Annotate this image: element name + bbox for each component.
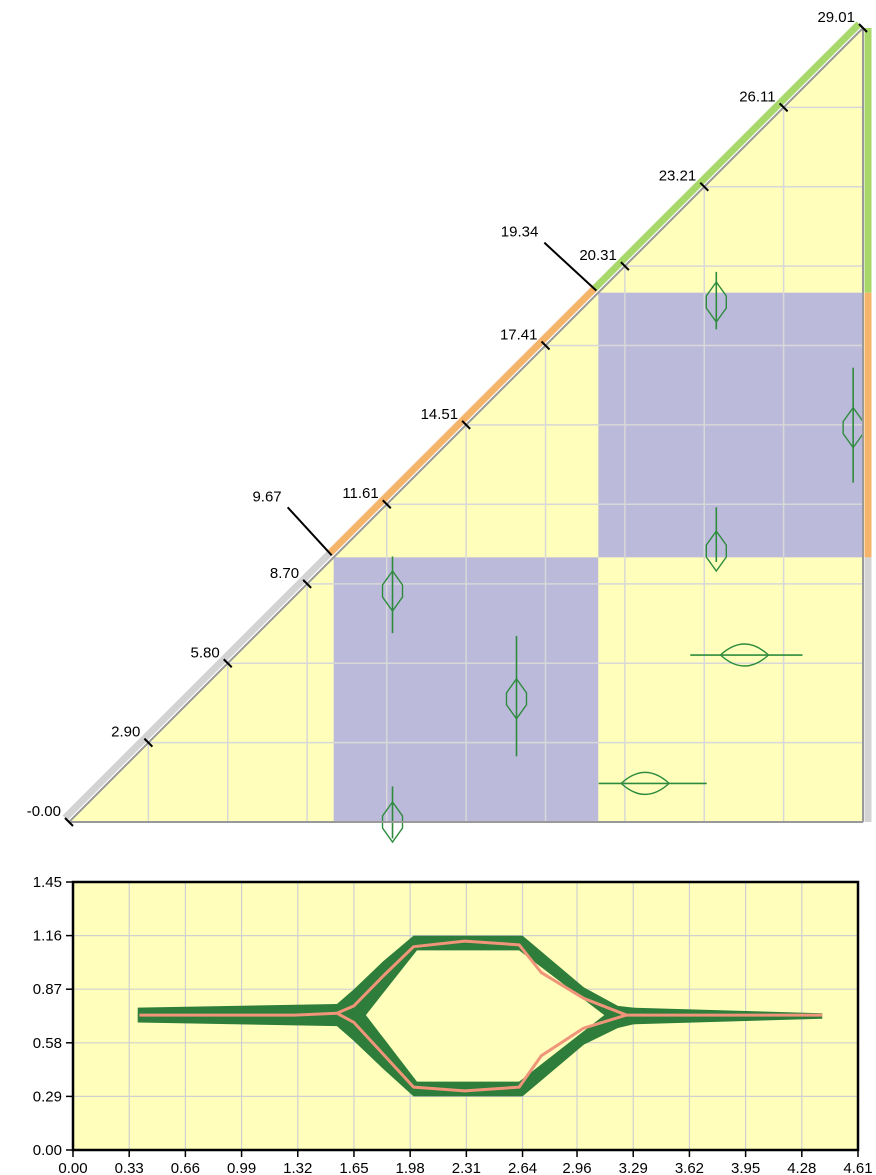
diagonal-tick-label: 23.21 bbox=[659, 168, 697, 185]
feature-loop bbox=[505, 677, 528, 721]
diagonal-tick-mark bbox=[382, 499, 392, 509]
boundary-leader bbox=[286, 506, 333, 557]
feature-loop bbox=[719, 643, 770, 667]
diagonal-tick-mark bbox=[858, 23, 868, 33]
diagonal-tick-mark bbox=[143, 737, 154, 748]
diagonal-tick-label: 11.61 bbox=[342, 485, 378, 502]
diagonal-tick-label: 8.70 bbox=[270, 565, 299, 582]
diagonal-tick-mark bbox=[540, 340, 551, 351]
y-tick-label: 0.00 bbox=[33, 1142, 62, 1159]
triangular-heatmap: -0.00 2.90 5.80 8.70 11.61 14.51 17.41 20.31 23.… bbox=[27, 9, 872, 844]
x-tick-label: 3.29 bbox=[619, 1160, 648, 1175]
diagonal-tick-mark bbox=[699, 182, 709, 192]
x-tick-label: 2.64 bbox=[508, 1160, 537, 1175]
diagonal-tick-label: 17.41 bbox=[500, 326, 538, 343]
heatmap-grid bbox=[147, 106, 863, 822]
x-tick-label: 0.33 bbox=[115, 1160, 144, 1175]
x-tick-label: 0.66 bbox=[171, 1160, 200, 1175]
x-tick-label: 1.65 bbox=[339, 1160, 368, 1175]
y-tick-label: 1.16 bbox=[33, 928, 62, 945]
diagonal-tick-mark bbox=[620, 261, 630, 271]
x-tick-label: 4.61 bbox=[843, 1160, 872, 1175]
boundary-label: 9.67 bbox=[252, 488, 281, 505]
profile-band-interior bbox=[365, 950, 605, 1082]
feature-loop bbox=[705, 529, 727, 573]
feature-loop bbox=[705, 280, 727, 324]
diagonal-tick-mark bbox=[461, 420, 471, 430]
boundary-label: 19.34 bbox=[501, 224, 539, 241]
profile-chart: 0.00 0.33 0.66 0.99 1.32 1.65 1.98 2.31 2.64 2.96… bbox=[33, 874, 873, 1175]
feature-loop bbox=[381, 569, 404, 613]
diagonal-tick-label: 20.31 bbox=[579, 247, 617, 264]
profile-band bbox=[137, 935, 823, 1097]
diagonal-tick-label: 26.11 bbox=[739, 88, 775, 105]
diagonal-tick-label: 29.01 bbox=[817, 9, 855, 26]
y-tick-label: 0.58 bbox=[33, 1035, 62, 1052]
diagonal-ticks: -0.00 2.90 5.80 8.70 11.61 14.51 17.41 20.31 23.… bbox=[27, 9, 868, 827]
profile-line bbox=[336, 1011, 627, 1093]
feature-loop bbox=[620, 771, 671, 796]
diagonal-tick-mark bbox=[302, 579, 312, 589]
x-tick-label: 0.99 bbox=[227, 1160, 256, 1175]
x-tick-label: 1.32 bbox=[283, 1160, 312, 1175]
x-tick-label: 3.95 bbox=[731, 1160, 760, 1175]
heatmap-features bbox=[381, 271, 864, 844]
heatmap-block bbox=[598, 557, 863, 822]
profile-lines bbox=[139, 939, 823, 1093]
x-axis-ticks: 0.00 0.33 0.66 0.99 1.32 1.65 1.98 2.31 2.64 2.96… bbox=[58, 1150, 873, 1175]
x-tick-label: 2.96 bbox=[562, 1160, 591, 1175]
plot-frame bbox=[71, 880, 860, 1152]
x-tick-label: 0.00 bbox=[58, 1160, 87, 1175]
diagonal-segment bbox=[591, 21, 862, 292]
y-axis-ticks: 0.00 0.29 0.58 0.87 1.16 1.45 bbox=[33, 874, 73, 1159]
y-tick-label: 1.45 bbox=[33, 874, 62, 891]
x-tick-label: 1.98 bbox=[396, 1160, 425, 1175]
diagonal-tick-mark bbox=[64, 817, 74, 827]
feature-loop bbox=[381, 800, 404, 844]
diagonal-tick-mark bbox=[223, 658, 233, 668]
boundary-leader bbox=[543, 241, 598, 292]
y-tick-label: 0.87 bbox=[33, 981, 62, 998]
diagonal-tick-label: 2.90 bbox=[111, 724, 140, 741]
x-tick-label: 2.31 bbox=[452, 1160, 481, 1175]
diagonal-segments bbox=[62, 21, 872, 823]
diagonal-tick-label: 5.80 bbox=[191, 644, 220, 661]
diagonal-tick-label: -0.00 bbox=[27, 803, 61, 820]
diagonal-segment bbox=[62, 550, 333, 821]
x-tick-label: 4.28 bbox=[787, 1160, 816, 1175]
triangle-frame bbox=[69, 28, 864, 823]
x-tick-label: 3.62 bbox=[675, 1160, 704, 1175]
y-tick-label: 0.29 bbox=[33, 1088, 62, 1105]
diagonal-tick-label: 14.51 bbox=[421, 406, 459, 423]
diagonal-tick-mark bbox=[778, 102, 789, 113]
